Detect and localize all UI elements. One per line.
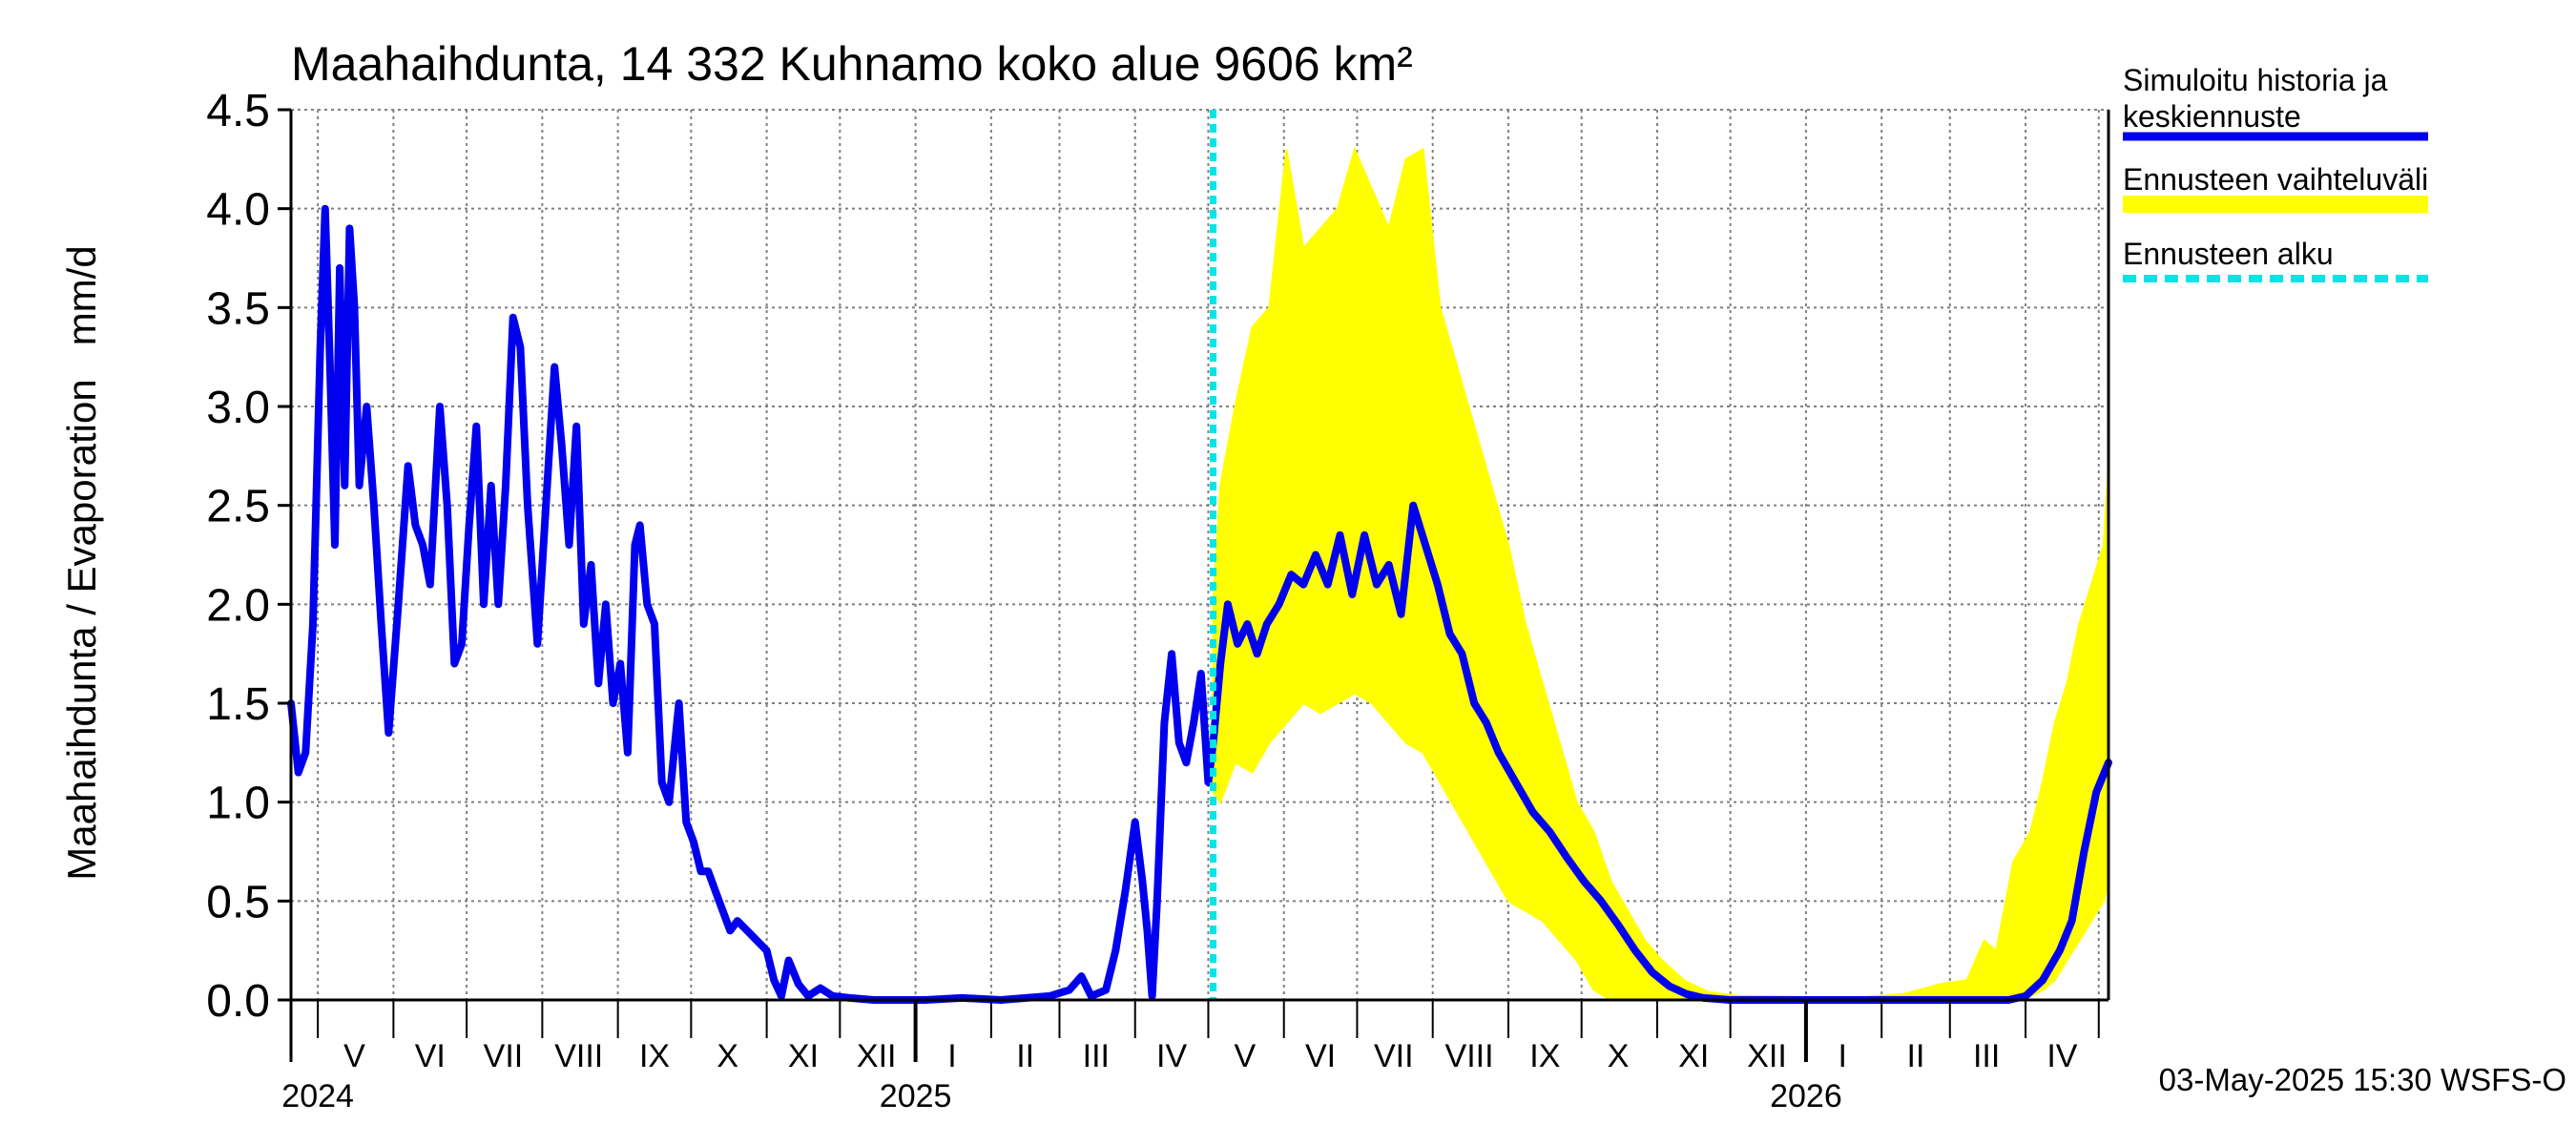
legend-label: Ennusteen alku [2123,237,2334,271]
y-tick-label: 0.0 [206,976,270,1027]
month-label: XII [1747,1038,1787,1074]
month-label: VII [484,1038,524,1074]
month-label: III [1973,1038,2000,1074]
month-label: V [1234,1038,1256,1074]
month-label: X [1608,1038,1630,1074]
month-label: I [947,1038,956,1074]
month-label: VIII [1445,1038,1494,1074]
footer-timestamp: 03-May-2025 15:30 WSFS-O [2159,1062,2566,1097]
y-tick-label: 1.0 [206,779,270,829]
y-tick-label: 4.5 [206,86,270,136]
month-label: IX [639,1038,670,1074]
month-label: II [1016,1038,1034,1074]
month-label: VI [1305,1038,1336,1074]
axes: 0.00.51.01.52.02.53.03.54.04.5V VI VII VIII… [206,86,2110,1114]
y-tick-label: 4.0 [206,185,270,236]
month-label: III [1083,1038,1110,1074]
legend-label: Ennusteen vaihteluväli [2123,162,2428,197]
simulated-series-line [287,204,2112,1004]
year-label: 2024 [281,1078,354,1114]
month-label: VIII [554,1038,603,1074]
month-label: X [717,1038,738,1074]
legend-label: keskiennuste [2123,99,2301,134]
month-label: VI [415,1038,446,1074]
year-label: 2025 [880,1078,952,1114]
month-label: IX [1529,1038,1560,1074]
month-label: I [1839,1038,1847,1074]
month-label: IV [2046,1038,2077,1074]
y-tick-label: 2.0 [206,580,270,631]
plot-area [287,109,2112,1004]
y-tick-label: 3.5 [206,283,270,334]
month-label: XI [1678,1038,1709,1074]
y-axis-label: Maahaihdunta / Evaporation mm/d [59,245,104,880]
month-label: XI [788,1038,819,1074]
y-tick-label: 3.0 [206,383,270,433]
y-tick-label: 0.5 [206,877,270,927]
month-label: XII [857,1038,897,1074]
y-tick-label: 1.5 [206,679,270,730]
month-label: V [343,1038,365,1074]
month-label: IV [1156,1038,1187,1074]
legend-label: Simuloitu historia ja [2123,63,2388,97]
y-tick-label: 2.5 [206,482,270,532]
month-label: II [1907,1038,1925,1074]
year-label: 2026 [1770,1078,1842,1114]
month-label: VII [1374,1038,1414,1074]
chart-title: Maahaihdunta, 14 332 Kuhnamo koko alue 9… [291,37,1413,91]
